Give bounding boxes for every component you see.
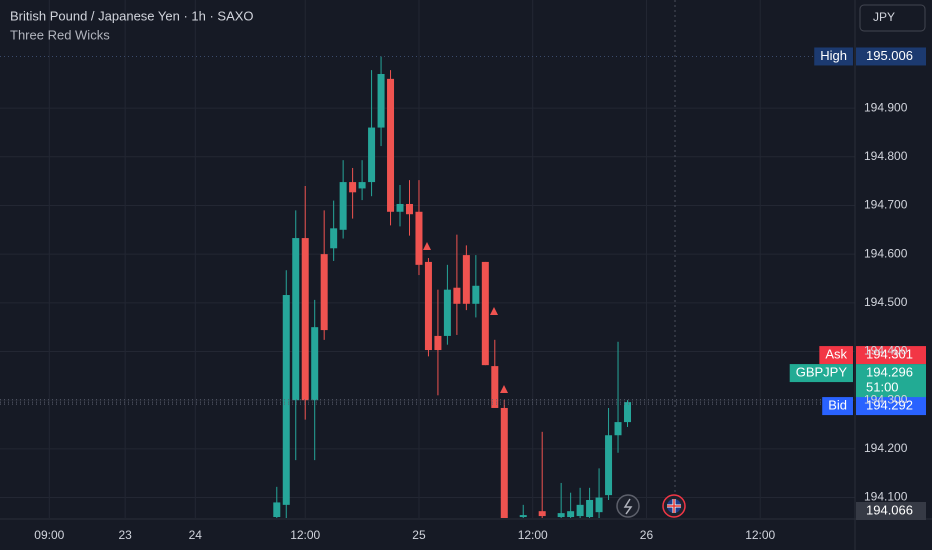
candle-body	[339, 182, 347, 230]
price-value-box	[856, 364, 926, 399]
crosshair-price-box	[856, 502, 926, 520]
candle-body	[387, 78, 395, 212]
uk-event-icon[interactable]	[662, 494, 686, 518]
candle-body	[405, 203, 413, 215]
price-name-box	[819, 346, 853, 365]
candle-body	[311, 327, 319, 401]
y-tick-label: 194.100	[864, 490, 908, 504]
price-name: GBPJPY	[796, 365, 848, 380]
price-name: High	[820, 48, 847, 63]
candle-body	[614, 422, 622, 436]
currency-label: JPY	[873, 10, 895, 24]
event-icon[interactable]	[616, 494, 640, 518]
candle-body	[320, 254, 328, 331]
y-tick-label: 194.700	[864, 198, 908, 212]
y-tick-label: 194.300	[864, 392, 908, 406]
price-name: Bid	[828, 398, 847, 413]
price-value: 194.296	[866, 365, 913, 380]
x-tick-label: 09:00	[34, 528, 64, 542]
candle-body	[330, 228, 338, 249]
candle-body	[415, 211, 423, 265]
y-tick-label: 194.800	[864, 149, 908, 163]
price-value-box	[856, 47, 926, 66]
y-tick-label: 194.400	[864, 344, 908, 358]
x-tick-label: 23	[118, 528, 132, 542]
candle-body	[282, 295, 290, 505]
candle-body	[624, 402, 632, 423]
candle-body	[368, 127, 376, 183]
candle-body	[424, 261, 432, 351]
x-tick-label: 12:00	[745, 528, 775, 542]
candle-body	[273, 502, 281, 518]
candle-body	[500, 407, 508, 518]
candle-body	[292, 238, 300, 401]
candles	[273, 56, 632, 518]
crosshair-price: 194.066	[866, 502, 913, 517]
y-tick-label: 194.600	[864, 246, 908, 260]
candle-body	[595, 497, 603, 513]
candle-body	[462, 255, 470, 304]
y-tick-label: 194.900	[864, 100, 908, 114]
candle-body	[481, 261, 489, 366]
candle-body	[557, 513, 565, 518]
pattern-marker	[500, 385, 508, 393]
candle-body	[567, 511, 575, 518]
x-tick-label: 24	[189, 528, 203, 542]
candle-body	[472, 285, 480, 304]
candle-body	[491, 366, 499, 408]
candle-body	[605, 435, 613, 496]
price-value: 195.006	[866, 48, 913, 63]
candle-body	[434, 335, 442, 351]
price-name-box	[822, 397, 853, 416]
chart-title: British Pound / Japanese Yen · 1h · SAXO	[10, 8, 254, 23]
candle-body	[358, 182, 366, 189]
x-tick-label: 26	[640, 528, 654, 542]
price-name-box	[789, 364, 853, 383]
candle-body	[301, 238, 309, 401]
candle-body	[453, 287, 461, 304]
price-value-box	[856, 346, 926, 365]
chart-subtitle: Three Red Wicks	[10, 27, 110, 42]
candle-body	[586, 499, 594, 518]
candle-body	[519, 515, 527, 518]
x-tick-label: 25	[412, 528, 426, 542]
candle-body	[349, 182, 357, 193]
candle-body	[576, 504, 584, 517]
price-name-box	[814, 47, 853, 66]
candle-body	[377, 74, 385, 128]
price-value: 194.301	[866, 347, 913, 362]
countdown: 51:00	[866, 380, 899, 395]
price-value: 194.292	[866, 398, 913, 413]
pattern-marker	[423, 242, 431, 250]
price-name: Ask	[825, 347, 847, 362]
candle-body	[443, 289, 451, 336]
pattern-marker	[490, 307, 498, 315]
y-tick-label: 194.200	[864, 441, 908, 455]
x-tick-label: 12:00	[290, 528, 320, 542]
price-value-box	[856, 397, 926, 416]
candle-body	[396, 203, 404, 212]
grid	[0, 0, 855, 518]
currency-button[interactable]	[859, 4, 926, 32]
y-tick-label: 194.500	[864, 295, 908, 309]
candle-body	[538, 511, 546, 517]
x-tick-label: 12:00	[518, 528, 548, 542]
